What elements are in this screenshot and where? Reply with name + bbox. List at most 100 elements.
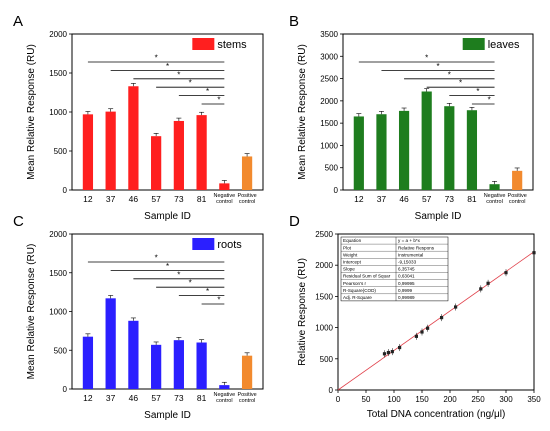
bar-positive-control bbox=[241, 355, 253, 389]
bar-positive-control bbox=[241, 156, 253, 190]
y-axis-label: Mean Relative Response (RU) bbox=[297, 44, 308, 180]
x-axis-label: Total DNA concentration (ng/μl) bbox=[367, 409, 506, 420]
x-axis-label: Sample ID bbox=[144, 211, 191, 222]
fit-line bbox=[337, 251, 535, 391]
plot-frame bbox=[71, 33, 264, 191]
x-tick-label: 37 bbox=[106, 393, 116, 403]
bar-12 bbox=[82, 336, 94, 389]
bar-81 bbox=[196, 115, 207, 190]
x-tick-label: Negative control bbox=[213, 392, 235, 404]
bar-negative-control bbox=[489, 184, 500, 190]
x-tick-label: Negative control bbox=[484, 193, 506, 205]
x-tick-label: 81 bbox=[197, 393, 207, 403]
fit-table-value: y = a + b*x bbox=[398, 238, 421, 243]
bar-57 bbox=[421, 91, 432, 190]
data-point bbox=[486, 281, 490, 285]
significance-star: * bbox=[206, 87, 209, 96]
legend-swatch bbox=[192, 38, 215, 50]
x-tick-label: 12 bbox=[83, 393, 93, 403]
bar-73 bbox=[173, 340, 184, 389]
x-tick-label: 12 bbox=[354, 194, 364, 204]
x-tick-label: 81 bbox=[467, 194, 477, 204]
y-tick-label: 2000 bbox=[320, 97, 338, 106]
x-tick-label: 300 bbox=[499, 395, 513, 404]
data-point bbox=[532, 251, 536, 255]
fit-table-key: Plot bbox=[343, 245, 352, 250]
y-tick-label: 2000 bbox=[49, 30, 67, 39]
y-tick-label: 1500 bbox=[49, 269, 67, 278]
data-point bbox=[386, 350, 390, 355]
data-point bbox=[504, 271, 508, 275]
significance-star: * bbox=[189, 279, 192, 288]
significance-star: * bbox=[189, 79, 192, 88]
bar-positive-control bbox=[512, 170, 523, 190]
data-point bbox=[390, 350, 394, 354]
fit-table-key: Intercept bbox=[343, 260, 362, 265]
fit-table-value: Instrumental bbox=[398, 252, 423, 257]
significance-star: * bbox=[459, 79, 462, 88]
legend-label: leaves bbox=[488, 39, 520, 51]
y-tick-label: 500 bbox=[325, 164, 339, 173]
panel-c-roots-chart: 0 500 1000 1500 2000 12 37 46 57 73 81 Negative cont… bbox=[26, 230, 264, 421]
x-tick-label: 0 bbox=[336, 395, 341, 404]
y-tick-label: 2000 bbox=[315, 261, 333, 270]
y-axis-label: Relative Response (RU) bbox=[297, 258, 308, 366]
plot-frame bbox=[337, 233, 535, 391]
x-tick-label: Positive control bbox=[237, 193, 256, 205]
data-point bbox=[440, 316, 444, 320]
fit-table-key: Adj. R-Square bbox=[343, 295, 372, 300]
y-tick-label: 1000 bbox=[49, 308, 67, 317]
significance-star: * bbox=[217, 296, 220, 305]
x-tick-label: 57 bbox=[151, 393, 161, 403]
y-axis-label: Mean Relative Response (RU) bbox=[26, 244, 37, 380]
y-tick-label: 1000 bbox=[49, 108, 67, 117]
plot-frame bbox=[71, 233, 264, 390]
bar-37 bbox=[105, 298, 116, 389]
panel-letter-b: B bbox=[289, 13, 299, 30]
fit-table-key: R-Square(COD) bbox=[343, 288, 376, 293]
legend-label: stems bbox=[217, 39, 247, 51]
data-point bbox=[420, 330, 424, 334]
fit-table-key: Pearson's r bbox=[343, 281, 367, 286]
y-tick-label: 3000 bbox=[320, 52, 338, 61]
data-point bbox=[454, 305, 458, 309]
x-tick-label: 73 bbox=[174, 194, 184, 204]
x-tick-label: 46 bbox=[129, 393, 139, 403]
x-axis-label: Sample ID bbox=[144, 410, 191, 421]
x-tick-label: 73 bbox=[445, 194, 455, 204]
y-tick-label: 3500 bbox=[320, 30, 338, 39]
panel-b-leaves-chart: 0 500 1000 1500 2000 2500 3000 3500 12 37 46 57 73 81… bbox=[297, 30, 534, 222]
legend-swatch bbox=[462, 38, 485, 50]
bar-81 bbox=[466, 110, 478, 190]
x-tick-label: 73 bbox=[174, 393, 184, 403]
bar-57 bbox=[151, 344, 162, 389]
y-tick-label: 500 bbox=[320, 355, 334, 364]
data-point bbox=[479, 287, 483, 291]
y-tick-label: 1000 bbox=[315, 324, 333, 333]
fit-table-key: Residual Sum of Squar bbox=[343, 274, 391, 279]
fit-table-value: 0,9999 bbox=[398, 288, 412, 293]
significance-star: * bbox=[488, 96, 491, 105]
data-point bbox=[382, 352, 387, 356]
significance-star: * bbox=[155, 54, 158, 63]
significance-star: * bbox=[425, 54, 428, 63]
bar-12 bbox=[82, 114, 94, 190]
fit-table-key: Slope bbox=[343, 267, 355, 272]
y-tick-label: 2500 bbox=[320, 75, 338, 84]
panel-letter-d: D bbox=[289, 213, 300, 230]
panel-d-calibration-chart: 0 500 1000 1500 2000 2500 0 50 100 150 200 250 300 35… bbox=[297, 230, 541, 420]
fit-table-value: 0,63041 bbox=[398, 274, 415, 279]
bar-46 bbox=[128, 320, 139, 389]
legend-swatch bbox=[192, 238, 215, 250]
significance-star: * bbox=[155, 254, 158, 263]
y-tick-label: 1000 bbox=[320, 141, 338, 150]
significance-star: * bbox=[166, 262, 169, 271]
data-point bbox=[414, 334, 418, 338]
bar-negative-control bbox=[219, 183, 230, 190]
x-tick-label: 46 bbox=[129, 194, 139, 204]
fit-table-value: 0,99989 bbox=[398, 295, 415, 300]
y-tick-label: 2000 bbox=[49, 230, 67, 239]
x-tick-label: 37 bbox=[106, 194, 116, 204]
bar-46 bbox=[398, 110, 410, 190]
